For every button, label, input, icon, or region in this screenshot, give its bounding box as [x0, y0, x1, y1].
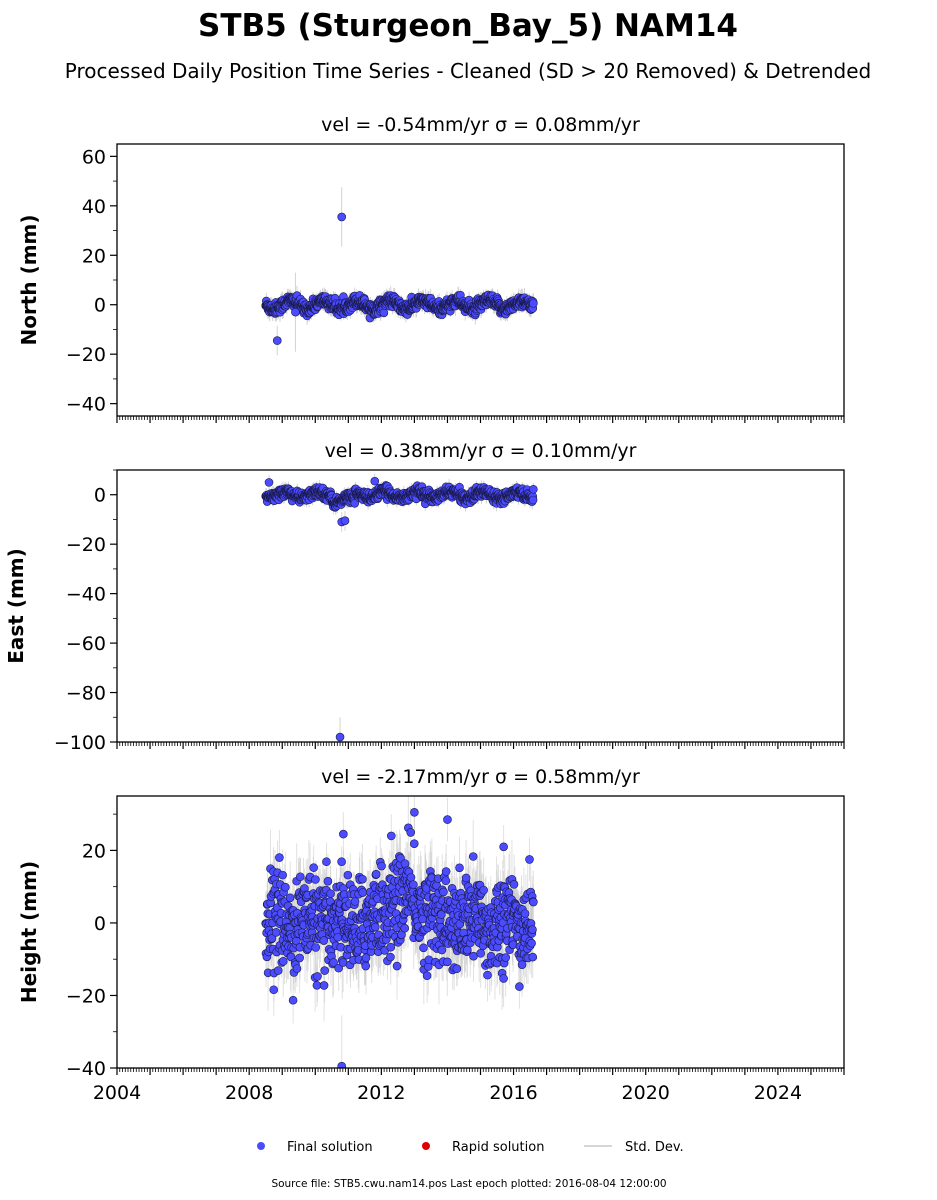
y-tick-label: −20 [66, 344, 106, 366]
data-point [337, 212, 347, 222]
panels: vel = -0.54mm/yr σ = 0.08mm/yr North (mm)… [4, 114, 845, 1104]
y-axis-label: North (mm) [17, 214, 41, 345]
y-tick-label: −40 [66, 394, 106, 416]
x-ticks [116, 416, 845, 423]
y-tick-label: −60 [66, 633, 106, 655]
data-point [370, 476, 380, 486]
axes-frame [116, 469, 845, 743]
panel-title: vel = -0.54mm/yr σ = 0.08mm/yr [321, 114, 640, 136]
y-tick-label: 60 [82, 146, 106, 168]
panel-0: vel = -0.54mm/yr σ = 0.08mm/yr North (mm)… [17, 114, 845, 423]
panel-title: vel = 0.38mm/yr σ = 0.10mm/yr [325, 440, 637, 462]
y-tick-label: 40 [82, 196, 106, 218]
data-points [261, 476, 538, 742]
chart-subtitle: Processed Daily Position Time Series - C… [65, 59, 871, 83]
axes-frame [116, 143, 845, 417]
data-point [291, 307, 300, 317]
data-point [335, 732, 345, 742]
y-ticks: −100 −80 −60 −40 −20 0 [54, 469, 117, 754]
y-axis-label: Height (mm) [17, 861, 41, 1003]
y-tick-label: 20 [82, 245, 106, 267]
error-bars [265, 187, 534, 356]
y-tick-label: −40 [66, 584, 106, 606]
x-ticks [116, 742, 845, 749]
panel-title: vel = -2.17mm/yr σ = 0.58mm/yr [321, 766, 640, 788]
chart-title: STB5 (Sturgeon_Bay_5) NAM14 [198, 8, 738, 44]
error-bars [265, 473, 534, 742]
data-point [264, 478, 274, 487]
data-points [261, 212, 538, 345]
y-tick-label: −100 [54, 732, 106, 754]
y-ticks: −40 −20 0 20 40 60 [66, 146, 117, 416]
plot-area [261, 473, 538, 742]
data-point [340, 516, 350, 525]
plot-area [261, 187, 538, 356]
plot-area [261, 796, 538, 1068]
data-point [272, 336, 282, 345]
data-point [529, 484, 538, 494]
y-tick-label: 0 [94, 295, 106, 317]
y-axis-label: East (mm) [4, 548, 28, 664]
panel-1: vel = 0.38mm/yr σ = 0.10mm/yr East (mm) −1… [4, 440, 845, 754]
data-point [379, 308, 389, 318]
y-tick-label: 0 [94, 485, 106, 507]
data-point [528, 495, 538, 505]
data-point [529, 299, 538, 308]
panel-2: vel = -2.17mm/yr σ = 0.58mm/yr Height (mm… [17, 766, 845, 1104]
y-tick-label: −20 [66, 534, 106, 556]
y-tick-label: −80 [66, 683, 106, 705]
